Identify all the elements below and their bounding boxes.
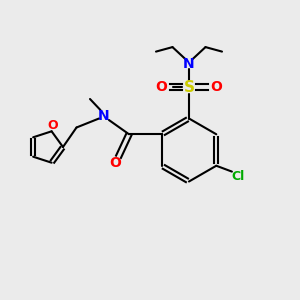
Text: N: N bbox=[98, 109, 109, 122]
Text: O: O bbox=[155, 80, 167, 94]
Text: Cl: Cl bbox=[232, 170, 245, 184]
Text: N: N bbox=[183, 57, 195, 70]
Text: O: O bbox=[110, 156, 122, 170]
Text: S: S bbox=[184, 80, 194, 94]
Text: O: O bbox=[211, 80, 223, 94]
Text: O: O bbox=[48, 119, 58, 132]
